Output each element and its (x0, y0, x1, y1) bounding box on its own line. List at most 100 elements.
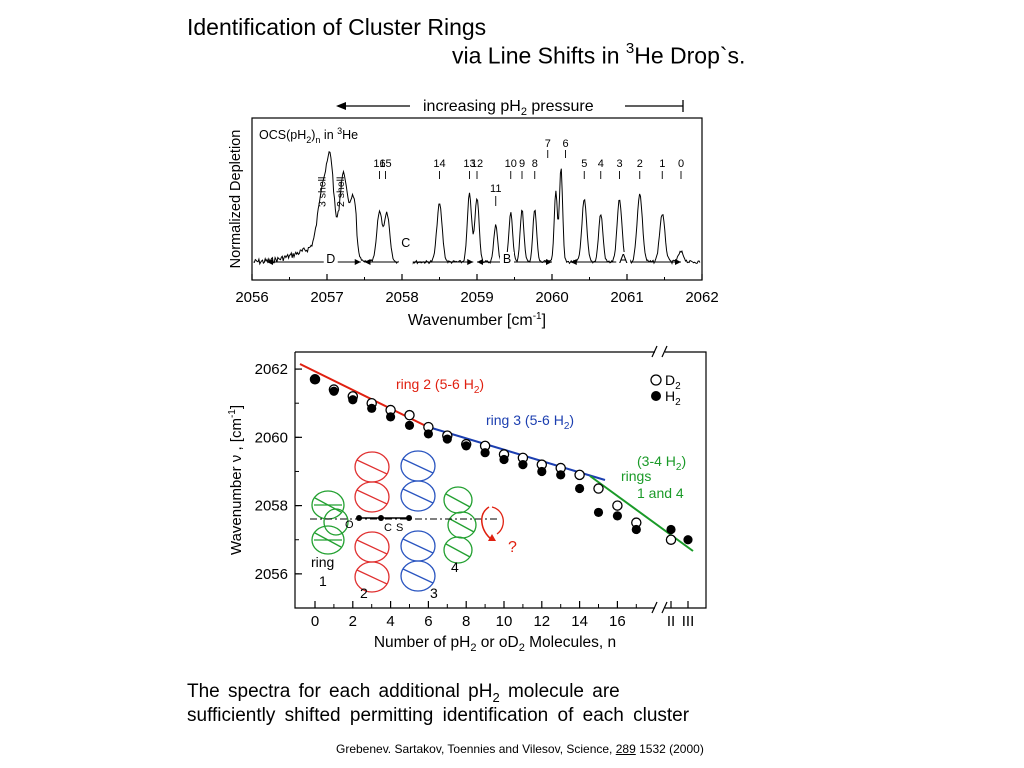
spectrum-x-tick-label: 2056 (235, 289, 268, 306)
h2-point (386, 412, 396, 422)
h2-point (367, 403, 377, 413)
shift-y-label: Wavenumber ν , [cm-1] (227, 405, 245, 555)
peak-label: 7 (545, 138, 551, 150)
legend-h2-marker (651, 391, 661, 401)
peak-label: 0 (678, 158, 684, 170)
peak-label: 3 (616, 158, 622, 170)
region-arrowhead (267, 259, 273, 265)
peak-label: 11 (490, 183, 501, 195)
citation-pre: Grebenev. Sartakov, Toennies and Vilesov… (336, 742, 616, 756)
rotation-loop (491, 506, 504, 535)
h2-point (442, 434, 452, 444)
citation-post: 1532 (2000) (635, 742, 704, 756)
d2-point (665, 534, 677, 545)
shift-y-tick-label: 2062 (255, 361, 288, 378)
peak-label: 14 (433, 158, 445, 170)
peak-label: 12 (471, 158, 483, 170)
shell-label: 2 shell (335, 177, 347, 207)
region-label-bg (323, 252, 338, 264)
rings-label-2: 1 and 4 (637, 485, 684, 501)
shift-x-tick-label: III (682, 613, 695, 630)
spectrum-x-tick-label: 2062 (685, 289, 718, 306)
ring-1-green (311, 490, 349, 555)
h2-point (575, 483, 585, 494)
ring-diagram: O C S ? ring 1 2 3 4 (310, 450, 517, 601)
spectrum-x-label: Wavenumber [cm-1] (408, 311, 546, 329)
axis-break-bottom-1 (651, 601, 658, 614)
spectrum-x-tick-label: 2059 (460, 289, 493, 306)
atom-s-label: S (396, 522, 403, 534)
rotation-question: ? (508, 539, 517, 556)
fit-label-rings14: (3-4 H2) (637, 453, 686, 473)
caption-line-1-sub: 2 (492, 689, 500, 705)
region-arrowhead (570, 259, 577, 265)
axis-break-top-2 (661, 345, 668, 358)
shift-x-tick-label: 2 (349, 613, 357, 630)
spectrum-x-ticks: 2056 2057 2058 2059 2060 2061 2062 (235, 274, 719, 306)
h2-point (348, 395, 358, 405)
legend-d2-marker (650, 374, 662, 386)
peak-label: 15 (379, 158, 391, 170)
peak-label: 16 (373, 158, 385, 170)
region-label: C (401, 236, 410, 250)
h2-point (631, 524, 641, 535)
h2-point (404, 420, 415, 430)
shift-y-tick-label: 2060 (255, 429, 288, 446)
pressure-arrowhead (336, 102, 346, 110)
caption-line-1: The spectra for each additional pH2 mole… (187, 681, 620, 705)
spectrum-x-tick-label: 2057 (310, 289, 343, 306)
spectrum-x-tick-label: 2058 (385, 289, 418, 306)
h2-point (461, 441, 471, 451)
axis-break-bottom-2 (661, 601, 668, 614)
region-arrowhead (546, 259, 552, 265)
shift-x-tick-label: 6 (424, 613, 432, 630)
h2-point (480, 448, 490, 458)
h2-point (612, 511, 623, 521)
d2-point (404, 409, 415, 421)
region-label: D (326, 252, 335, 266)
ring-1-label: ring (311, 554, 334, 570)
ring-2-red (354, 451, 390, 593)
ring-4-number: 4 (451, 559, 459, 575)
h2-point (310, 374, 320, 384)
region-labels: D C B A (267, 236, 681, 266)
shift-x-tick-label: 12 (533, 613, 550, 630)
h2-point (518, 460, 528, 470)
ring-3-number: 3 (430, 585, 438, 601)
shift-y-ticks: 2056 2058 2060 2062 (255, 361, 302, 609)
shell-label: 3 shell (316, 177, 328, 207)
shift-x-ticks: 0 2 4 6 8 10 12 14 16 II III (311, 601, 694, 630)
spectrum-x-tick-label: 2061 (610, 289, 643, 306)
fit-label-ring2: ring 2 (5-6 H2) (396, 376, 484, 396)
atom-s-dot (406, 515, 412, 521)
series-h2 (310, 374, 693, 545)
caption-line-1-post: molecule are (499, 681, 620, 702)
ring-4-green (443, 486, 477, 564)
citation-volume: 289 (615, 742, 636, 756)
ring-3-blue (400, 450, 436, 592)
region-arrowhead (354, 259, 361, 265)
title-line-2-post: He Drop`s. (634, 42, 746, 69)
peak-label: 6 (562, 138, 568, 150)
peak-label: 8 (532, 158, 538, 170)
rotation-arrow (481, 506, 493, 541)
region-label-bg (398, 252, 413, 264)
title-line-2-sup: 3 (625, 40, 635, 57)
shift-x-tick-label: 4 (386, 613, 394, 630)
region-label: B (503, 252, 511, 266)
region-arrowhead (675, 259, 681, 265)
shift-x-tick-label: 0 (311, 613, 319, 630)
title-line-2-pre: via Line Shifts in (452, 42, 626, 69)
peak-label: 1 (659, 158, 665, 170)
rotation-arrowhead (488, 534, 496, 541)
h2-point (329, 386, 339, 396)
d2-point (593, 483, 604, 494)
title-line-1: Identification of Cluster Rings (187, 14, 487, 40)
spectrum-y-label: Normalized Depletion (228, 130, 244, 269)
peak-label: 9 (519, 158, 525, 170)
h2-point (499, 454, 509, 465)
region-label-bg (500, 252, 514, 264)
